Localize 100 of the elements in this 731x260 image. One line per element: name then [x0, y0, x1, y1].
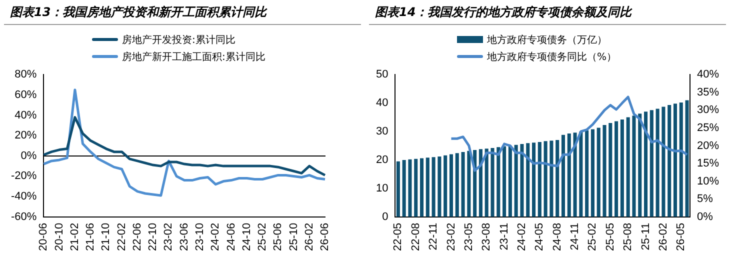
x-tick-label: 21-06	[84, 222, 97, 252]
bar	[656, 108, 660, 217]
chart-title: 图表13：我国房地产投资和新开工面积累计同比	[4, 0, 361, 25]
bar	[426, 158, 430, 217]
y2-tick-label: 35%	[696, 86, 720, 98]
y2-tick-label: 15%	[696, 158, 720, 170]
bar	[685, 100, 689, 217]
bar	[662, 106, 666, 217]
bar	[455, 153, 459, 217]
bar	[620, 120, 624, 217]
x-tick-label: 25-02	[256, 222, 269, 252]
bar	[408, 159, 412, 217]
bar	[550, 140, 554, 217]
x-tick-label: 23-08	[480, 222, 493, 252]
x-tick-label: 24-06	[225, 222, 238, 252]
bar	[556, 140, 560, 217]
bar	[668, 105, 672, 217]
bar	[432, 157, 436, 217]
y-tick-label: 80%	[14, 68, 37, 81]
x-tick-label: 21-10	[100, 222, 112, 252]
bar	[514, 144, 518, 217]
x-tick-label: 23-10	[194, 222, 206, 252]
x-tick-label: 24-05	[534, 222, 546, 252]
bar	[626, 117, 630, 217]
x-tick-label: 25-11	[640, 222, 652, 250]
y-tick-label: -20%	[10, 170, 37, 182]
bar	[567, 134, 571, 217]
bar	[638, 114, 642, 217]
x-tick-label: 22-08	[410, 222, 422, 252]
x-tick-label: 25-02	[586, 222, 599, 252]
y-tick-label: 40	[376, 97, 388, 110]
x-tick-label: 23-02	[162, 222, 175, 252]
x-tick-label: 21-02	[68, 222, 81, 252]
x-tick-label: 23-06	[178, 222, 190, 252]
y2-tick-label: 10%	[696, 175, 720, 188]
bar	[449, 154, 454, 217]
x-tick-label: 23-02	[445, 222, 458, 252]
y2-tick-label: 40%	[696, 68, 720, 81]
bar	[444, 155, 448, 217]
x-tick-label: 24-10	[240, 222, 253, 252]
bar	[579, 132, 583, 217]
bar	[538, 142, 542, 217]
y-tick-label: 60%	[14, 88, 37, 101]
legend-label: 地方政府专项债务同比（%）	[487, 50, 617, 64]
x-tick-label: 22-10	[147, 222, 160, 252]
bar	[632, 116, 636, 217]
bar	[679, 102, 683, 217]
bar	[602, 124, 606, 217]
y2-tick-label: 20%	[696, 140, 720, 152]
x-tick-label: 25-05	[604, 222, 616, 252]
bar	[461, 152, 465, 217]
bar	[596, 128, 600, 217]
x-tick-label: 23-05	[462, 222, 475, 252]
bar	[414, 158, 418, 217]
x-tick-label: 24-11	[569, 222, 582, 250]
x-tick-label: 25-08	[622, 222, 634, 252]
chart-title: 图表14：我国发行的地方政府专项债余额及同比	[369, 0, 726, 25]
y2-tick-label: 5%	[696, 193, 714, 206]
bar	[508, 146, 512, 217]
x-tick-label: 26-02	[657, 222, 670, 252]
y2-tick-label: 0%	[696, 210, 714, 223]
x-tick-label: 24-02	[516, 222, 528, 252]
y-tick-label: 10	[376, 182, 388, 194]
bar	[573, 132, 577, 217]
x-tick-label: 26-05	[675, 222, 688, 252]
bar	[532, 142, 536, 217]
bar	[526, 143, 530, 217]
bar	[490, 148, 494, 217]
legend-label: 地方政府专项债务（万亿）	[487, 34, 607, 46]
legend-label: 房地产开发投资:累计同比	[122, 34, 236, 46]
x-tick-label: 26-02	[303, 222, 316, 252]
x-tick-label: 26-06	[319, 222, 332, 252]
x-tick-label: 22-06	[131, 222, 144, 252]
bar	[467, 150, 471, 217]
y2-tick-label: 30%	[696, 104, 720, 116]
x-tick-label: 24-08	[551, 222, 564, 252]
y-tick-label: 40%	[14, 109, 37, 122]
y-tick-label: 30	[376, 126, 388, 138]
bar	[502, 146, 506, 217]
bar	[644, 112, 648, 217]
bar	[396, 161, 400, 217]
bar	[673, 104, 678, 217]
bar	[478, 149, 482, 217]
bar	[496, 147, 500, 217]
x-tick-label: 20-10	[53, 222, 66, 252]
y-tick-label: 20	[376, 154, 388, 166]
x-tick-label: 22-02	[116, 222, 128, 252]
x-tick-label: 25-10	[288, 222, 300, 252]
bar	[438, 156, 442, 217]
x-tick-label: 22-05	[392, 222, 404, 252]
x-tick-label: 20-06	[38, 222, 50, 252]
bar	[420, 158, 424, 217]
bar	[544, 141, 548, 217]
y-tick-label: 50	[376, 68, 388, 81]
bar	[520, 144, 524, 217]
bar	[650, 110, 654, 217]
y-tick-label: 0	[382, 210, 388, 223]
y-tick-label: 20%	[14, 130, 37, 142]
bar	[608, 122, 612, 217]
legend-label: 房地产新开工施工面积:累计同比	[122, 50, 266, 64]
